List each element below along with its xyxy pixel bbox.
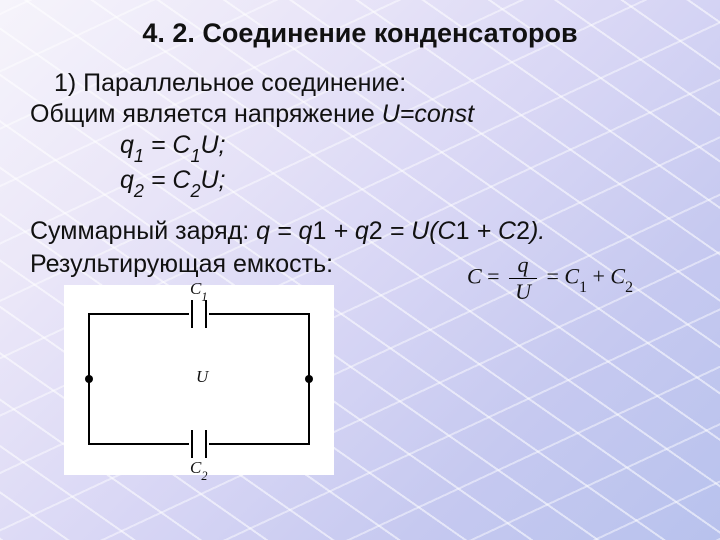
s-b: q = q [256, 217, 312, 245]
f-C2: C [610, 264, 625, 289]
slide-root: 4. 2. Соединение конденсаторов 1) Паралл… [0, 0, 720, 475]
q2-sub: 2 [134, 181, 144, 201]
q2-u: U; [200, 166, 225, 194]
label-u: U [196, 367, 208, 387]
cap2-plate-left [191, 430, 193, 458]
cap1-plate-right [205, 300, 207, 328]
line-result-cap: Результирующая емкость: [30, 250, 410, 279]
c1-sym: C [190, 279, 201, 298]
formula-capacitance: C = qU = C1 + C2 [410, 248, 690, 305]
f-eq1: = [482, 264, 505, 289]
q1-csub: 1 [190, 146, 200, 166]
q1-c: = C [144, 131, 191, 159]
q2-csub: 2 [190, 181, 200, 201]
eq-q1: q1 = C1U; [30, 131, 690, 164]
node-right [305, 375, 313, 383]
q1-q: q [120, 131, 134, 159]
f-U: U [509, 278, 537, 305]
q1-u: U; [200, 131, 225, 159]
formula-row: Результирующая емкость: [30, 248, 690, 475]
q2-c: = C [144, 166, 191, 194]
f-q: q [509, 252, 537, 278]
s-h: + C [470, 217, 517, 245]
c2-sub: 2 [201, 469, 207, 483]
node-left [85, 375, 93, 383]
s-g: 1 [456, 217, 470, 245]
cap1-plate-left [191, 300, 193, 328]
s-e: 2 [369, 217, 383, 245]
s-f: = U(C [383, 217, 456, 245]
c1-sub: 1 [201, 290, 207, 304]
text-voltage-common: Общим является напряжение [30, 100, 382, 128]
c2-sym: C [190, 458, 201, 477]
cap2-plate-right [205, 430, 207, 458]
f-C2s: 2 [625, 279, 633, 296]
sum-expr: q = q1 + q2 = U(C1 + C2). [256, 217, 545, 245]
f-plus: + [587, 264, 610, 289]
line-sum-charge: Суммарный заряд: q = q1 + q2 = U(C1 + C2… [30, 217, 690, 246]
text-u-const: U=const [382, 100, 474, 128]
f-C1: C [564, 264, 579, 289]
s-j: ). [530, 217, 545, 245]
label-c1: C1 [190, 279, 207, 302]
q1-sub: 1 [134, 146, 144, 166]
q2-q: q [120, 166, 134, 194]
f-C: C [467, 264, 482, 289]
label-c2: C2 [190, 458, 207, 481]
circuit-diagram: C1 U C2 [64, 285, 334, 475]
f-eq2: = [541, 264, 564, 289]
line-voltage: Общим является напряжение U=const [30, 100, 690, 129]
line-subtitle: 1) Параллельное соединение: [30, 69, 690, 98]
sum-label: Суммарный заряд: [30, 217, 256, 245]
s-c: 1 [312, 217, 326, 245]
s-d: + q [326, 217, 368, 245]
slide-title: 4. 2. Соединение конденсаторов [30, 18, 690, 49]
f-frac: qU [509, 252, 537, 305]
f-C1s: 1 [579, 279, 587, 296]
s-i: 2 [516, 217, 530, 245]
eq-q2: q2 = C2U; [30, 166, 690, 199]
